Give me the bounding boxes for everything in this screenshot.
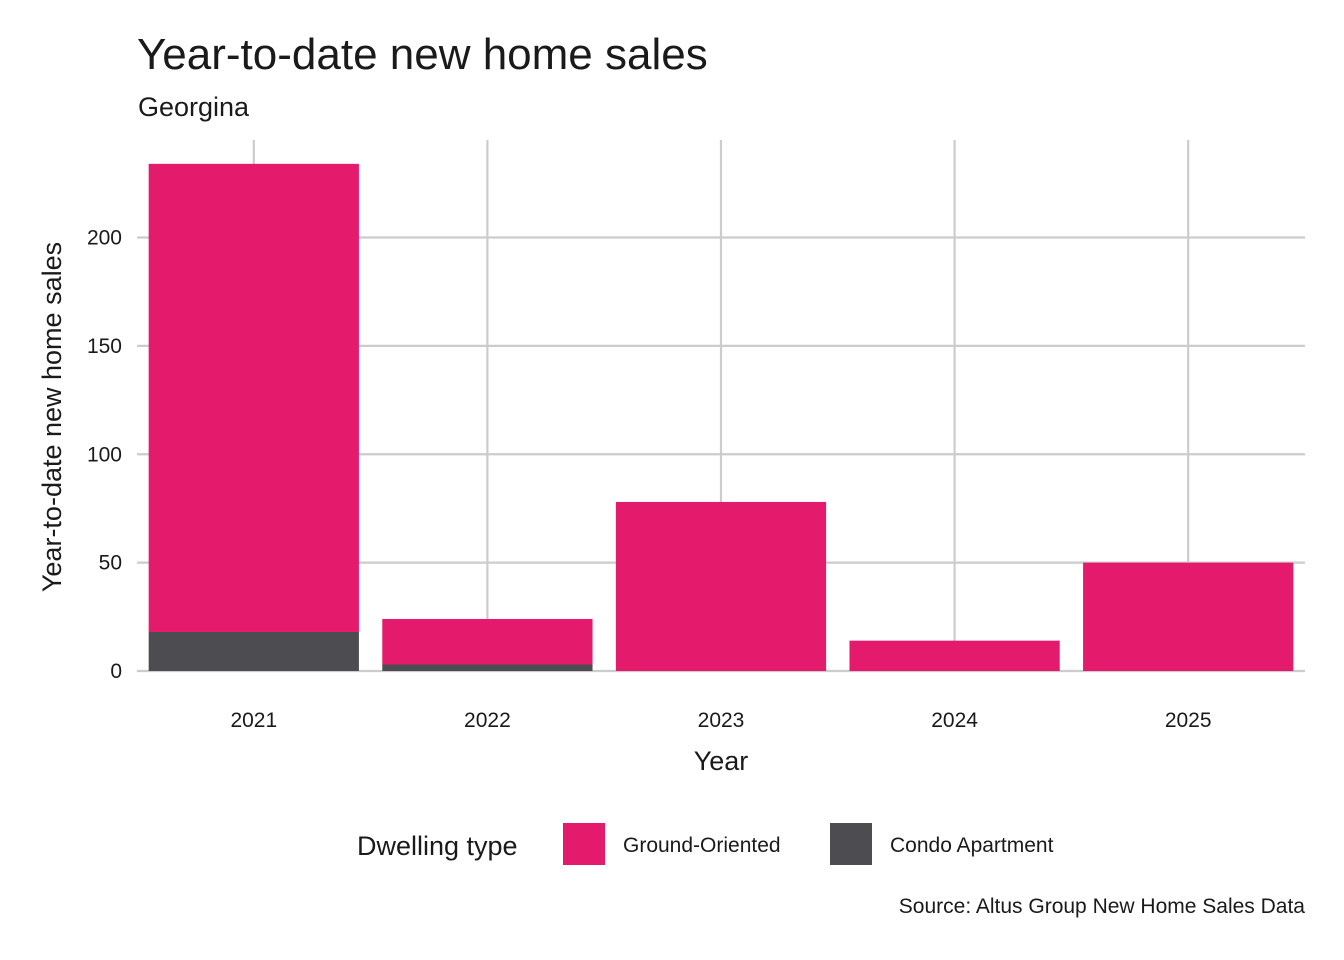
bar-ground-oriented-2024	[849, 640, 1060, 671]
y-tick-label: 100	[87, 443, 122, 466]
y-axis-title: Year-to-date new home sales	[37, 242, 67, 592]
x-tick-label: 2024	[931, 709, 978, 732]
legend-swatch	[563, 823, 605, 865]
bar-ground-oriented-2022	[382, 618, 593, 665]
chart-subtitle: Georgina	[138, 92, 250, 122]
bar-ground-oriented-2021	[148, 163, 359, 632]
legend-label: Condo Apartment	[890, 834, 1054, 857]
x-tick-label: 2025	[1165, 709, 1212, 732]
chart-caption: Source: Altus Group New Home Sales Data	[898, 895, 1305, 918]
bars	[148, 163, 1294, 671]
legend-label: Ground-Oriented	[623, 834, 781, 857]
x-tick-label: 2022	[464, 709, 511, 732]
legend-title: Dwelling type	[357, 831, 518, 861]
legend: Dwelling type Ground-Oriented Condo Apart…	[357, 823, 1054, 865]
chart-title: Year-to-date new home sales	[137, 30, 708, 79]
y-tick-label: 50	[99, 552, 122, 575]
y-tick-label: 200	[87, 227, 122, 250]
bar-ground-oriented-2023	[615, 501, 827, 671]
bar-condo-apartment-2021	[148, 631, 359, 671]
y-tick-label: 150	[87, 335, 122, 358]
axis-ticks: 0 50 100 150 200 2021 2022 2023 2024 2025	[87, 227, 1212, 732]
x-axis-title: Year	[694, 746, 749, 776]
bar-ground-oriented-2025	[1083, 562, 1294, 671]
y-tick-label: 0	[110, 660, 122, 683]
x-tick-label: 2021	[230, 709, 277, 732]
bar-condo-apartment-2022	[382, 664, 593, 671]
legend-swatch	[830, 823, 872, 865]
x-tick-label: 2023	[698, 709, 745, 732]
